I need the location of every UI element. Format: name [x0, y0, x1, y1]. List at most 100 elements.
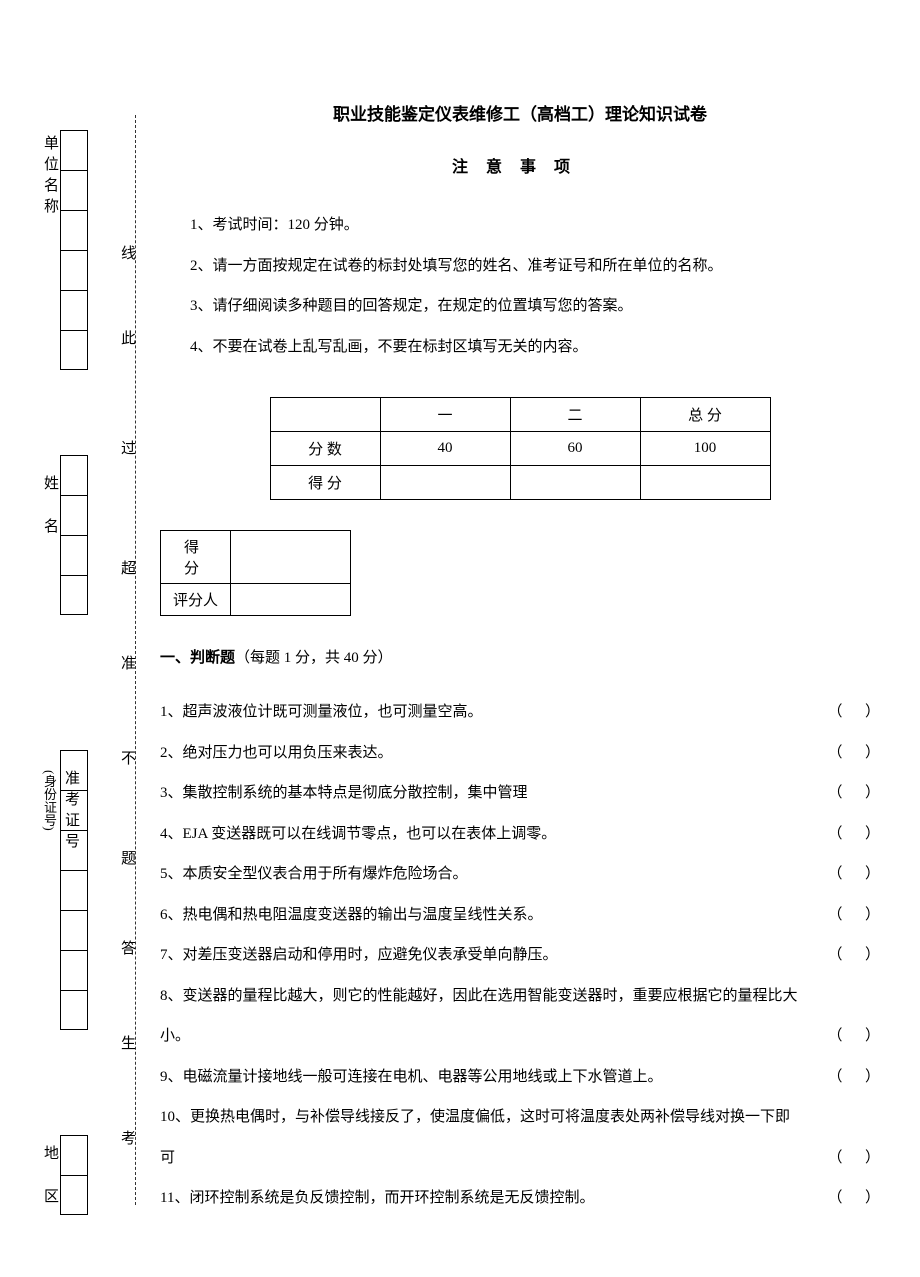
grid-cell[interactable] [60, 330, 88, 370]
grid-cell[interactable] [60, 870, 88, 910]
grid-cell[interactable] [60, 950, 88, 990]
grid-cell[interactable] [60, 575, 88, 615]
question-text: 2、绝对压力也可以用负压来表达。 [160, 745, 393, 761]
label-name: 姓 名 [40, 475, 61, 544]
questions-list: 1、超声波液位计既可测量液位，也可测量空高。（ ）2、绝对压力也可以用负压来表达… [160, 692, 880, 1219]
table-row: 评分人 [161, 584, 351, 616]
grid-cell[interactable] [60, 910, 88, 950]
question-item: 11、闭环控制系统是负反馈控制，而开环控制系统是无反馈控制。 （ ） [160, 1178, 880, 1219]
grid-cell[interactable] [60, 990, 88, 1030]
question-item: 2、绝对压力也可以用负压来表达。 （ ） [160, 733, 880, 774]
table-cell: 得 分 [161, 531, 231, 584]
grid-unit-name [60, 130, 88, 370]
score-summary-table: 一 二 总 分 分 数 40 60 100 得 分 [270, 397, 771, 500]
section-head-bold: 一、判断题 [160, 650, 235, 666]
question-item: 6、热电偶和热电阻温度变送器的输出与温度呈线性关系。 （ ） [160, 895, 880, 936]
binding-char: 准 [117, 655, 138, 680]
question-item: 4、EJA 变送器既可以在线调节零点，也可以在表体上调零。 （ ） [160, 814, 880, 855]
main-content: 职业技能鉴定仪表维修工（高档工）理论知识试卷 注意事项 1、考试时间：120 分… [160, 100, 880, 1219]
table-cell: 评分人 [161, 584, 231, 616]
binding-char: 生 [117, 1035, 138, 1060]
table-cell: 100 [640, 432, 770, 466]
grid-cell[interactable] [60, 1135, 88, 1175]
grid-cell[interactable] [60, 290, 88, 330]
grid-cell[interactable] [60, 495, 88, 535]
question-text: 10、更换热电偶时，与补偿导线接反了，使温度偏低，这时可将温度表处两补偿导线对换… [160, 1109, 790, 1166]
question-item: 7、对差压变送器启动和停用时，应避免仪表承受单向静压。 （ ） [160, 935, 880, 976]
grid-cell[interactable] [60, 455, 88, 495]
table-header-cell: 二 [510, 398, 640, 432]
table-cell: 得 分 [270, 466, 380, 500]
binding-char: 此 [117, 330, 138, 355]
answer-paren[interactable]: （ ） [827, 733, 880, 774]
section-1-heading: 一、判断题（每题 1 分，共 40 分） [160, 646, 880, 667]
table-header-cell: 一 [380, 398, 510, 432]
answer-paren[interactable]: （ ） [827, 1178, 880, 1219]
binding-char: 不 [117, 750, 138, 775]
answer-paren[interactable]: （ ） [827, 895, 880, 936]
table-cell[interactable] [380, 466, 510, 500]
grid-cell[interactable] [60, 170, 88, 210]
table-cell[interactable] [231, 531, 351, 584]
table-row: 一 二 总 分 [270, 398, 770, 432]
question-item: 3、集散控制系统的基本特点是彻底分散控制，集中管理（ ） [160, 773, 880, 814]
vlabel-text: 单位名称 [40, 135, 61, 219]
table-header-cell [270, 398, 380, 432]
answer-paren[interactable]: （ ） [827, 1057, 880, 1098]
table-row: 得 分 [270, 466, 770, 500]
table-cell[interactable] [231, 584, 351, 616]
table-cell: 40 [380, 432, 510, 466]
notice-item: 2、请一方面按规定在试卷的标封处填写您的姓名、准考证号和所在单位的名称。 [190, 246, 880, 287]
question-text: 9、电磁流量计接地线一般可连接在电机、电器等公用地线或上下水管道上。 [160, 1069, 663, 1085]
question-item: 8、变送器的量程比越大，则它的性能越好，因此在选用智能变送器时，重要应根据它的量… [160, 976, 880, 1057]
answer-paren[interactable]: （ ） [827, 1138, 880, 1179]
grid-cell[interactable] [60, 1175, 88, 1215]
question-text: 6、热电偶和热电阻温度变送器的输出与温度呈线性关系。 [160, 907, 543, 923]
answer-paren[interactable]: （ ） [827, 692, 880, 733]
binding-char: 考 [117, 1130, 138, 1155]
notice-item: 4、不要在试卷上乱写乱画，不要在标封区填写无关的内容。 [190, 327, 880, 368]
answer-paren[interactable]: （ ） [827, 1016, 880, 1057]
vlabel-text: 地 区 [40, 1145, 61, 1209]
grid-cell[interactable] [60, 130, 88, 170]
binding-char: 答 [117, 940, 138, 965]
question-item: 9、电磁流量计接地线一般可连接在电机、电器等公用地线或上下水管道上。 （ ） [160, 1057, 880, 1098]
notice-item: 3、请仔细阅读多种题目的回答规定，在规定的位置填写您的答案。 [190, 286, 880, 327]
table-cell[interactable] [510, 466, 640, 500]
vlabel-text: 准考证号 [61, 770, 82, 854]
label-exam-number: (身份证号) 准考证号 [40, 770, 82, 854]
vlabel-sub-text: (身份证号) [40, 770, 59, 854]
answer-paren[interactable]: （ ） [827, 935, 880, 976]
label-region: 地 区 [40, 1145, 61, 1214]
table-cell: 分 数 [270, 432, 380, 466]
question-text: 7、对差压变送器启动和停用时，应避免仪表承受单向静压。 [160, 947, 558, 963]
table-row: 分 数 40 60 100 [270, 432, 770, 466]
table-cell[interactable] [640, 466, 770, 500]
binding-char: 线 [117, 245, 138, 270]
question-text: 4、EJA 变送器既可以在线调节零点，也可以在表体上调零。 [160, 826, 556, 842]
grid-region [60, 1135, 88, 1215]
notice-item: 1、考试时间：120 分钟。 [190, 205, 880, 246]
question-item: 5、本质安全型仪表合用于所有爆炸危险场合。（ ） [160, 854, 880, 895]
vlabel-text: 姓 名 [40, 475, 61, 539]
table-cell: 60 [510, 432, 640, 466]
question-text: 8、变送器的量程比越大，则它的性能越好，因此在选用智能变送器时，重要应根据它的量… [160, 988, 798, 1045]
notice-list: 1、考试时间：120 分钟。 2、请一方面按规定在试卷的标封处填写您的姓名、准考… [190, 205, 880, 367]
label-unit-name: 单位名称 [40, 135, 61, 224]
answer-paren[interactable]: （ ） [827, 773, 880, 814]
notice-heading: 注意事项 [160, 153, 880, 177]
grid-cell[interactable] [60, 210, 88, 250]
grid-cell[interactable] [60, 535, 88, 575]
question-text: 11、闭环控制系统是负反馈控制，而开环控制系统是无反馈控制。 [160, 1190, 594, 1206]
grader-table: 得 分 评分人 [160, 530, 351, 616]
grid-cell[interactable] [60, 250, 88, 290]
question-item: 1、超声波液位计既可测量液位，也可测量空高。 （ ） [160, 692, 880, 733]
section-head-rest: （每题 1 分，共 40 分） [235, 650, 393, 666]
question-text: 1、超声波液位计既可测量液位，也可测量空高。 [160, 704, 483, 720]
answer-paren[interactable]: （ ） [827, 854, 880, 895]
grid-name [60, 455, 88, 615]
answer-paren[interactable]: （ ） [827, 814, 880, 855]
exam-title: 职业技能鉴定仪表维修工（高档工）理论知识试卷 [160, 100, 880, 125]
table-row: 得 分 [161, 531, 351, 584]
binding-char: 过 [117, 440, 138, 465]
